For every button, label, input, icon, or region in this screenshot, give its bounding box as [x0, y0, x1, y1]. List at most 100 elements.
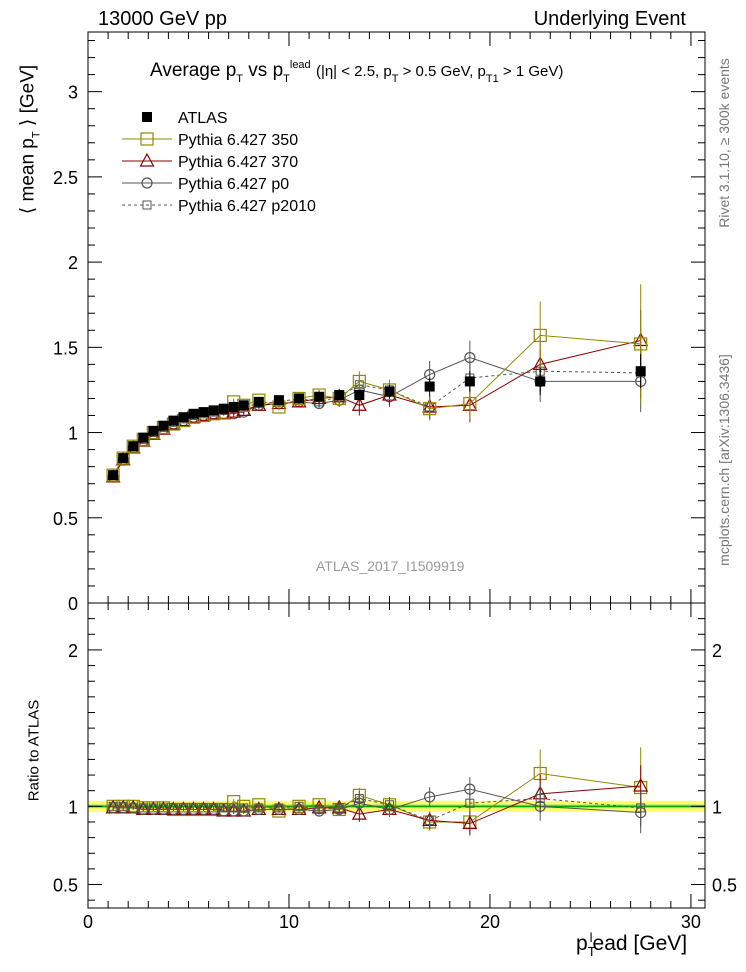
ratio-y-tick-label-right: 1: [712, 797, 722, 817]
ratio-point-p2010: [274, 803, 284, 813]
ratio-point-p2010: [128, 803, 138, 813]
point-atlas: [168, 415, 179, 426]
point-atlas: [228, 401, 239, 412]
ratio-point-p0: [273, 803, 285, 816]
point-atlas: [118, 453, 129, 464]
legend-label-p350: Pythia 6.427 350: [178, 132, 298, 149]
point-p350: [463, 396, 477, 411]
x-tick-label: 10: [279, 912, 299, 932]
ylabel-b: ⟩ [GeV]: [17, 64, 39, 132]
legend-marker-p2010: [142, 200, 152, 210]
title-sup2: lead: [289, 59, 311, 71]
plot-title: Average pT vs pTlead (|η| < 2.5, pT > 0.…: [150, 59, 563, 85]
point-atlas: [158, 420, 169, 431]
ratio-point-p2010: [314, 804, 324, 814]
x-tick-label: 30: [681, 912, 701, 932]
point-p350: [423, 402, 437, 416]
title-cuts-mid: > 0.5 GeV, p: [398, 63, 486, 80]
point-atlas: [128, 441, 139, 452]
title-cuts-sub1: T: [391, 73, 399, 85]
y-tick-label: 2.5: [53, 168, 78, 188]
point-atlas: [238, 400, 249, 411]
legend-label-p370: Pythia 6.427 370: [178, 154, 298, 171]
ratio-axes: 0 10 20 30 0.5 0.5 1 1 2 2: [53, 602, 737, 932]
ratio-point-p2010: [108, 801, 118, 811]
ratio-point-p2010: [229, 803, 239, 813]
ratio-series-layer: [105, 747, 649, 836]
ylabel-sub: T: [30, 131, 43, 139]
xlabel-a: p: [576, 932, 588, 955]
ratio-y-axis-label: Ratio to ATLAS: [25, 699, 43, 802]
point-atlas: [188, 408, 199, 419]
ratio-point-p2010: [138, 803, 148, 813]
title-sub2: T: [283, 73, 290, 85]
title-cuts: (|η| < 2.5, p: [315, 63, 392, 80]
ratio-y-tick-label: 1: [68, 797, 78, 817]
xlabel-b: ead [GeV]: [592, 932, 688, 955]
point-p0: [464, 351, 476, 364]
ratio-point-p2010: [168, 803, 178, 813]
point-atlas: [253, 396, 264, 407]
point-p350: [126, 439, 140, 453]
main-y-axis-label: ⟨ mean pT ⟩ [GeV]: [17, 40, 43, 240]
header-left: 13000 GeV pp: [98, 8, 227, 30]
legend-label-p2010: Pythia 6.427 p2010: [178, 198, 316, 215]
ratio-point-p2010: [334, 803, 344, 813]
point-atlas: [273, 395, 284, 406]
point-p350: [106, 468, 120, 482]
legend-marker-p370: [139, 152, 155, 167]
ratio-point-p2010: [465, 798, 475, 808]
x-tick-label: 20: [480, 912, 500, 932]
ratio-y-tick-label-right: 2: [712, 641, 722, 661]
series-line-p350: [112, 334, 641, 476]
ratio-point-p2010: [294, 801, 304, 811]
ratio-point-p2010: [239, 803, 249, 813]
x-axis-label: pTlead [GeV]: [576, 930, 688, 959]
ratio-point-p2010: [535, 794, 545, 804]
ratio-point-p370: [462, 815, 478, 830]
point-atlas: [108, 470, 119, 481]
xlabel-sup: l: [589, 930, 593, 945]
point-p350: [292, 391, 306, 406]
point-atlas: [384, 386, 395, 397]
point-atlas: [294, 393, 305, 404]
point-atlas: [464, 376, 475, 387]
ratio-y-tick-label: 2: [68, 641, 78, 661]
ratio-point-p0: [253, 803, 265, 816]
main-axes: 0 0.5 1 1.5 2 2.5 3: [53, 31, 706, 614]
title-sub1: T: [236, 73, 244, 85]
y-tick-label: 1: [68, 424, 78, 444]
point-p350: [634, 337, 648, 351]
ratio-uncertainty-band: [88, 800, 705, 812]
y-tick-label: 0: [68, 594, 78, 614]
point-atlas: [424, 381, 435, 392]
point-atlas: [198, 407, 209, 418]
ratio-point-p2010: [199, 803, 209, 813]
y-tick-label: 0.5: [53, 509, 78, 529]
legend: ATLAS Pythia 6.427 350 Pythia 6.427 370 Pyt…: [122, 110, 316, 215]
xlabel-sub: T: [587, 944, 596, 959]
x-tick-label: 0: [83, 912, 93, 932]
ratio-point-p2010: [118, 801, 128, 811]
y-tick-label: 2: [68, 253, 78, 273]
point-atlas: [218, 403, 229, 414]
ratio-point-p2010: [158, 803, 168, 813]
point-atlas: [314, 391, 325, 402]
ratio-point-p2010: [384, 800, 394, 810]
point-atlas: [535, 376, 546, 387]
title-vs: vs p: [243, 60, 284, 81]
ratio-point-p2010: [354, 794, 364, 804]
point-atlas: [178, 412, 189, 423]
rivet-label: Rivet 3.1.10, ≥ 300k events: [716, 58, 732, 228]
series-line-p370: [112, 340, 641, 478]
legend-marker-p350: [140, 132, 154, 146]
ratio-frame: [87, 602, 706, 909]
ratio-point-p2010: [219, 803, 229, 813]
ratio-point-p2010: [636, 803, 646, 813]
point-p370: [351, 397, 367, 411]
point-atlas: [635, 366, 646, 377]
ratio-point-p2010: [209, 803, 219, 813]
ratio-point-p2010: [148, 803, 158, 813]
y-tick-label: 1.5: [53, 338, 78, 358]
